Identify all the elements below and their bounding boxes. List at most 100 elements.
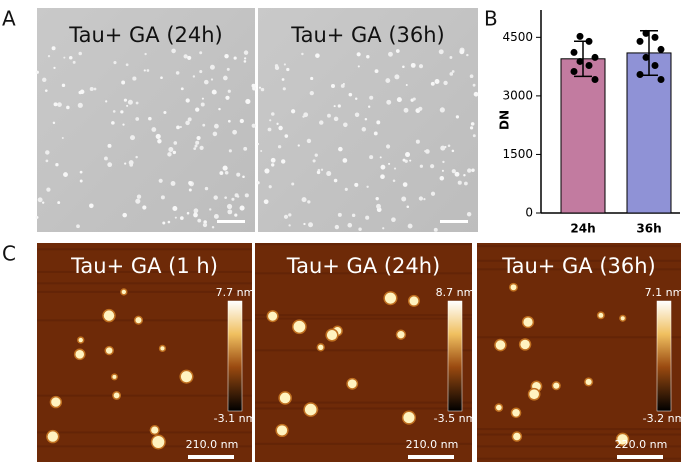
- particle: [57, 201, 60, 204]
- image-title: Tau+ GA (36h): [290, 23, 445, 47]
- particle: [202, 124, 205, 127]
- scan-line: [255, 318, 472, 320]
- particle: [380, 165, 385, 170]
- color-max: 7.1 nm: [645, 286, 681, 299]
- particle: [368, 106, 370, 108]
- particle: [188, 181, 192, 185]
- scale-bar: [217, 220, 245, 223]
- particle: [327, 330, 337, 340]
- particle: [252, 84, 256, 88]
- particle: [151, 427, 158, 434]
- particle: [496, 340, 506, 350]
- particle: [343, 123, 348, 128]
- particle: [130, 135, 135, 140]
- particle: [393, 180, 396, 183]
- particle: [352, 214, 355, 217]
- particle: [213, 132, 218, 137]
- particle: [440, 146, 445, 151]
- particle: [406, 84, 408, 86]
- particle: [223, 166, 228, 171]
- scan-line: [255, 314, 472, 316]
- particle: [160, 76, 163, 79]
- particle: [511, 284, 517, 290]
- panel-label: C: [2, 242, 16, 266]
- particle: [391, 217, 396, 222]
- particle: [523, 317, 532, 326]
- particle: [440, 107, 445, 112]
- particle: [520, 340, 529, 349]
- particle: [224, 54, 228, 58]
- particle: [94, 88, 97, 91]
- particle: [126, 105, 128, 107]
- particle: [129, 160, 134, 165]
- particle: [107, 162, 112, 167]
- particle: [189, 189, 192, 192]
- data-point: [577, 33, 584, 40]
- particle: [236, 173, 240, 177]
- particle: [214, 214, 219, 219]
- particle: [199, 70, 202, 73]
- particle: [404, 108, 409, 113]
- particle: [135, 199, 140, 204]
- particle: [380, 174, 385, 179]
- particle: [193, 75, 195, 77]
- particle: [113, 110, 116, 113]
- particle: [201, 102, 205, 106]
- color-min: -3.2 nm: [643, 412, 681, 425]
- afm-image: 7.1 nm-3.2 nm220.0 nmTau+ GA (36h): [477, 243, 681, 462]
- particle: [553, 383, 559, 389]
- particle: [73, 61, 76, 64]
- particle: [397, 331, 404, 338]
- particle: [327, 114, 331, 118]
- scan-line: [255, 243, 472, 245]
- particle: [348, 379, 357, 388]
- particle: [124, 99, 127, 102]
- particle: [257, 143, 259, 145]
- particle: [471, 169, 474, 172]
- particle: [78, 103, 83, 108]
- particle: [423, 198, 425, 200]
- particle: [78, 52, 82, 56]
- particle: [168, 221, 171, 224]
- particle: [181, 87, 184, 90]
- particle: [448, 144, 451, 147]
- y-tick-label: 4500: [502, 30, 533, 44]
- particle: [318, 169, 321, 172]
- particle: [419, 196, 423, 200]
- particle: [413, 97, 416, 100]
- particle: [355, 113, 359, 117]
- particle: [42, 78, 46, 82]
- particle: [173, 151, 176, 154]
- particle: [136, 102, 139, 105]
- scale-bar: [408, 455, 454, 459]
- particle: [124, 163, 126, 165]
- particle: [132, 77, 136, 81]
- scan-line: [255, 349, 472, 351]
- particle: [385, 293, 396, 304]
- particle: [452, 150, 455, 153]
- particle: [347, 223, 352, 228]
- particle: [369, 155, 373, 159]
- particle: [473, 84, 476, 87]
- particle: [310, 91, 314, 95]
- particle: [227, 209, 232, 214]
- particle: [193, 213, 198, 218]
- particle: [269, 185, 272, 188]
- particle: [225, 96, 229, 100]
- particle: [458, 181, 462, 185]
- particle: [335, 225, 339, 229]
- particle: [210, 65, 215, 70]
- particle: [271, 158, 276, 163]
- particle: [79, 338, 83, 342]
- particle: [308, 222, 313, 227]
- particle: [175, 217, 177, 219]
- particle: [199, 51, 202, 54]
- image-title: Tau+ GA (36h): [501, 254, 656, 278]
- particle: [291, 109, 295, 113]
- particle: [122, 290, 126, 294]
- particle: [430, 164, 434, 168]
- particle: [62, 137, 64, 139]
- particle: [69, 56, 73, 60]
- particle: [200, 146, 204, 150]
- particle: [357, 52, 361, 56]
